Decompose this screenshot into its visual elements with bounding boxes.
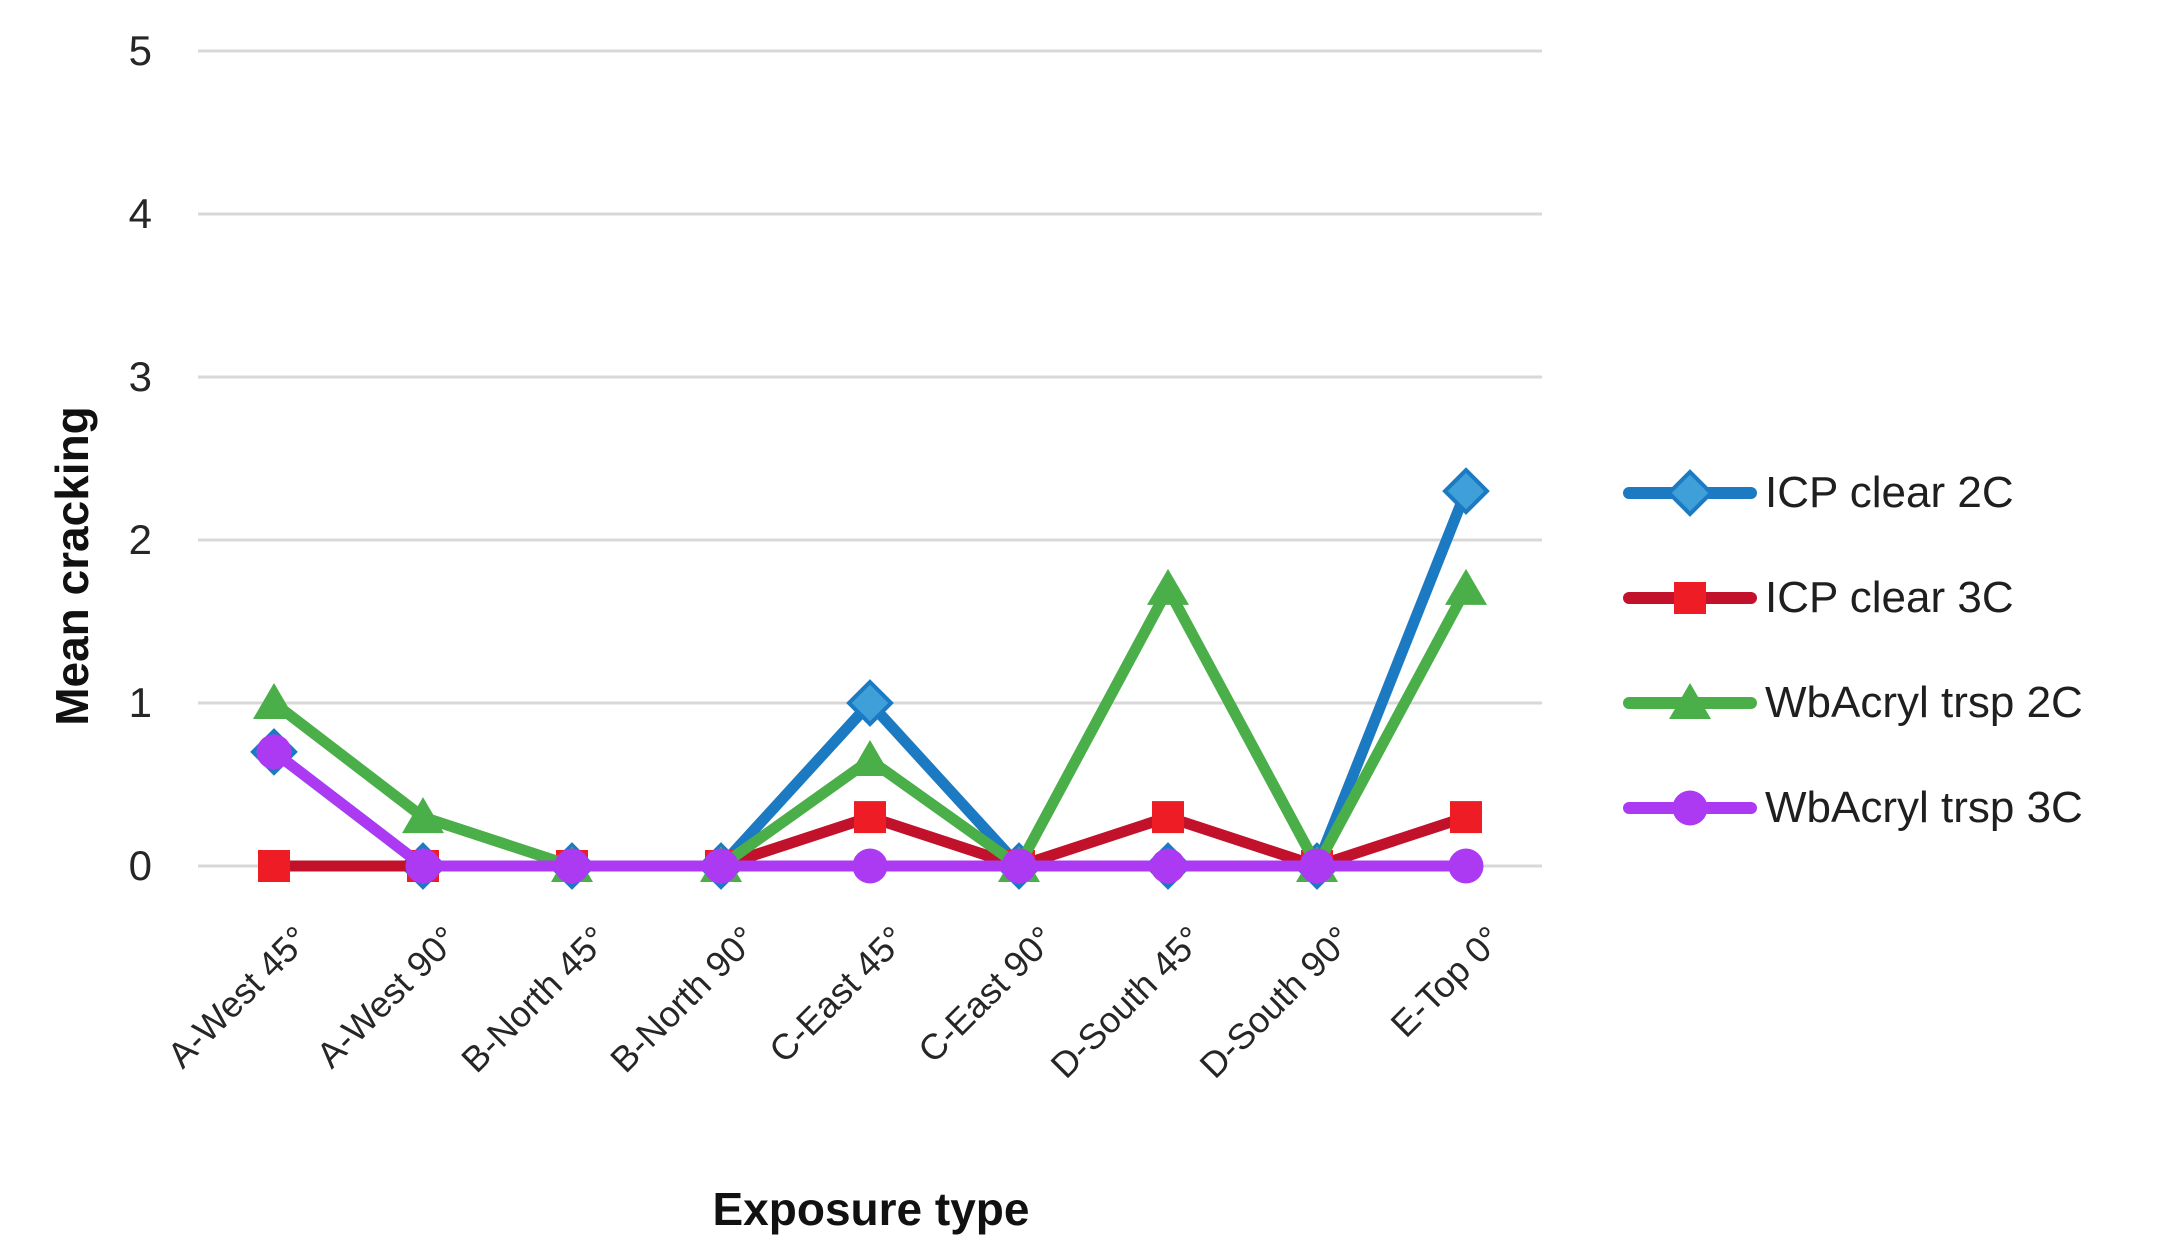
circle-marker <box>1001 848 1037 884</box>
circle-marker <box>1150 848 1186 884</box>
series-wbacryl-trsp-2c <box>253 568 1487 882</box>
y-tick-label-0: 0 <box>128 842 152 889</box>
circle-marker <box>405 848 441 884</box>
circle-marker <box>1299 848 1335 884</box>
circle-marker <box>1672 790 1708 826</box>
square-marker <box>1674 582 1706 614</box>
legend-label: ICP clear 3C <box>1765 573 2014 622</box>
y-tick-label-4: 4 <box>128 190 152 237</box>
y-tick-label-1: 1 <box>128 679 152 726</box>
diamond-marker <box>1666 469 1714 517</box>
triangle-marker <box>1445 568 1487 605</box>
square-marker <box>1152 801 1184 834</box>
legend-label: ICP clear 2C <box>1765 468 2014 517</box>
circle-marker <box>852 848 888 884</box>
y-tick-label-2: 2 <box>128 516 152 563</box>
triangle-marker <box>849 740 891 777</box>
circle-legend-key-icon <box>1623 790 1757 826</box>
legend-label: WbAcryl trsp 2C <box>1765 678 2083 727</box>
triangle-marker <box>1147 568 1189 605</box>
y-axis-title: Mean cracking <box>46 406 98 726</box>
square-legend-key-icon <box>1623 582 1757 614</box>
diamond-marker <box>1442 467 1490 515</box>
triangle-legend-key-icon <box>1623 683 1757 719</box>
y-tick-label-3: 3 <box>128 353 152 400</box>
legend-item-wbacryl-trsp-2c: WbAcryl trsp 2C <box>1623 675 2083 731</box>
circle-marker <box>554 848 590 884</box>
triangle-marker <box>253 683 295 719</box>
triangle-marker <box>1669 683 1711 719</box>
circle-marker <box>256 734 292 770</box>
legend-item-icp-clear-2c: ICP clear 2C <box>1623 465 2014 521</box>
series-wbacryl-trsp-3c <box>256 734 1484 884</box>
diamond-marker <box>846 679 894 727</box>
square-marker <box>854 801 886 834</box>
legend: ICP clear 2C ICP clear 3C WbAcryl trsp 2C W… <box>1623 0 2163 1255</box>
circle-marker <box>703 848 739 884</box>
x-axis-title: Exposure type <box>712 1183 1030 1235</box>
circle-marker <box>1448 848 1484 884</box>
square-marker <box>258 850 290 882</box>
legend-item-wbacryl-trsp-3c: WbAcryl trsp 3C <box>1623 780 2083 836</box>
square-marker <box>1450 801 1482 834</box>
triangle-marker <box>402 797 444 834</box>
y-tick-label-5: 5 <box>128 27 152 74</box>
diamond-legend-key-icon <box>1623 469 1757 517</box>
legend-label: WbAcryl trsp 3C <box>1765 783 2083 832</box>
legend-item-icp-clear-3c: ICP clear 3C <box>1623 570 2014 626</box>
